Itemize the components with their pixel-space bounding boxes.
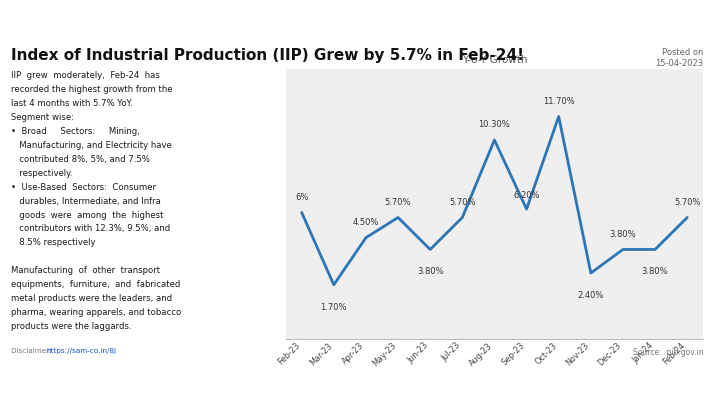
Text: Source:  pib.gov.in: Source: pib.gov.in xyxy=(633,347,703,356)
Text: 2.40%: 2.40% xyxy=(578,290,604,299)
Text: •  Broad     Sectors:     Mining,: • Broad Sectors: Mining, xyxy=(11,126,139,136)
Text: 8.5% respectively: 8.5% respectively xyxy=(11,238,95,247)
Text: 3.80%: 3.80% xyxy=(417,267,443,275)
Text: 5.70%: 5.70% xyxy=(449,197,476,206)
Text: products were the laggards.: products were the laggards. xyxy=(11,322,131,330)
Text: pharma, wearing apparels, and tobacco: pharma, wearing apparels, and tobacco xyxy=(11,308,181,316)
Text: 5.70%: 5.70% xyxy=(674,197,700,206)
Text: 1.70%: 1.70% xyxy=(321,302,347,311)
Text: IIP  grew  moderately,  Feb-24  has: IIP grew moderately, Feb-24 has xyxy=(11,71,160,80)
Text: Manufacturing  of  other  transport: Manufacturing of other transport xyxy=(11,266,160,275)
Text: 10.30%: 10.30% xyxy=(478,120,511,129)
Text: 3.80%: 3.80% xyxy=(610,229,636,238)
Text: 6.20%: 6.20% xyxy=(513,190,540,199)
Text: Segment wise:: Segment wise: xyxy=(11,112,74,122)
Text: contributed 8%, 5%, and 7.5%: contributed 8%, 5%, and 7.5% xyxy=(11,154,150,163)
Text: Index of Industrial Production (IIP) Grew by 5.7% in Feb-24!: Index of Industrial Production (IIP) Gre… xyxy=(11,48,523,63)
Text: 3.80%: 3.80% xyxy=(642,267,668,275)
Text: https://sam-co.in/8j: https://sam-co.in/8j xyxy=(46,347,116,353)
Text: recorded the highest growth from the: recorded the highest growth from the xyxy=(11,85,172,93)
Text: contributors with 12.3%, 9.5%, and: contributors with 12.3%, 9.5%, and xyxy=(11,224,170,233)
Text: Disclaimer:: Disclaimer: xyxy=(11,347,54,353)
Text: respectively.: respectively. xyxy=(11,168,72,177)
Text: last 4 months with 5.7% YoY.: last 4 months with 5.7% YoY. xyxy=(11,99,132,107)
Text: durables, Intermediate, and Infra: durables, Intermediate, and Infra xyxy=(11,196,161,205)
Text: •  Use-Based  Sectors:  Consumer: • Use-Based Sectors: Consumer xyxy=(11,182,156,191)
Title: Y-o-Y Growth: Y-o-Y Growth xyxy=(462,55,527,65)
Text: Posted on
15-04-2023: Posted on 15-04-2023 xyxy=(655,48,703,67)
Text: 11.70%: 11.70% xyxy=(543,97,575,105)
Text: goods  were  among  the  highest: goods were among the highest xyxy=(11,210,164,219)
Text: 6%: 6% xyxy=(295,192,308,201)
Text: #SAMSHOTS: #SAMSHOTS xyxy=(18,369,96,385)
Text: 5.70%: 5.70% xyxy=(385,197,411,206)
Text: ×SAMCO: ×SAMCO xyxy=(624,369,696,385)
Text: Manufacturing, and Electricity have: Manufacturing, and Electricity have xyxy=(11,140,171,149)
Text: 4.50%: 4.50% xyxy=(353,217,379,226)
Text: metal products were the leaders, and: metal products were the leaders, and xyxy=(11,294,172,303)
Text: equipments,  furniture,  and  fabricated: equipments, furniture, and fabricated xyxy=(11,279,180,289)
